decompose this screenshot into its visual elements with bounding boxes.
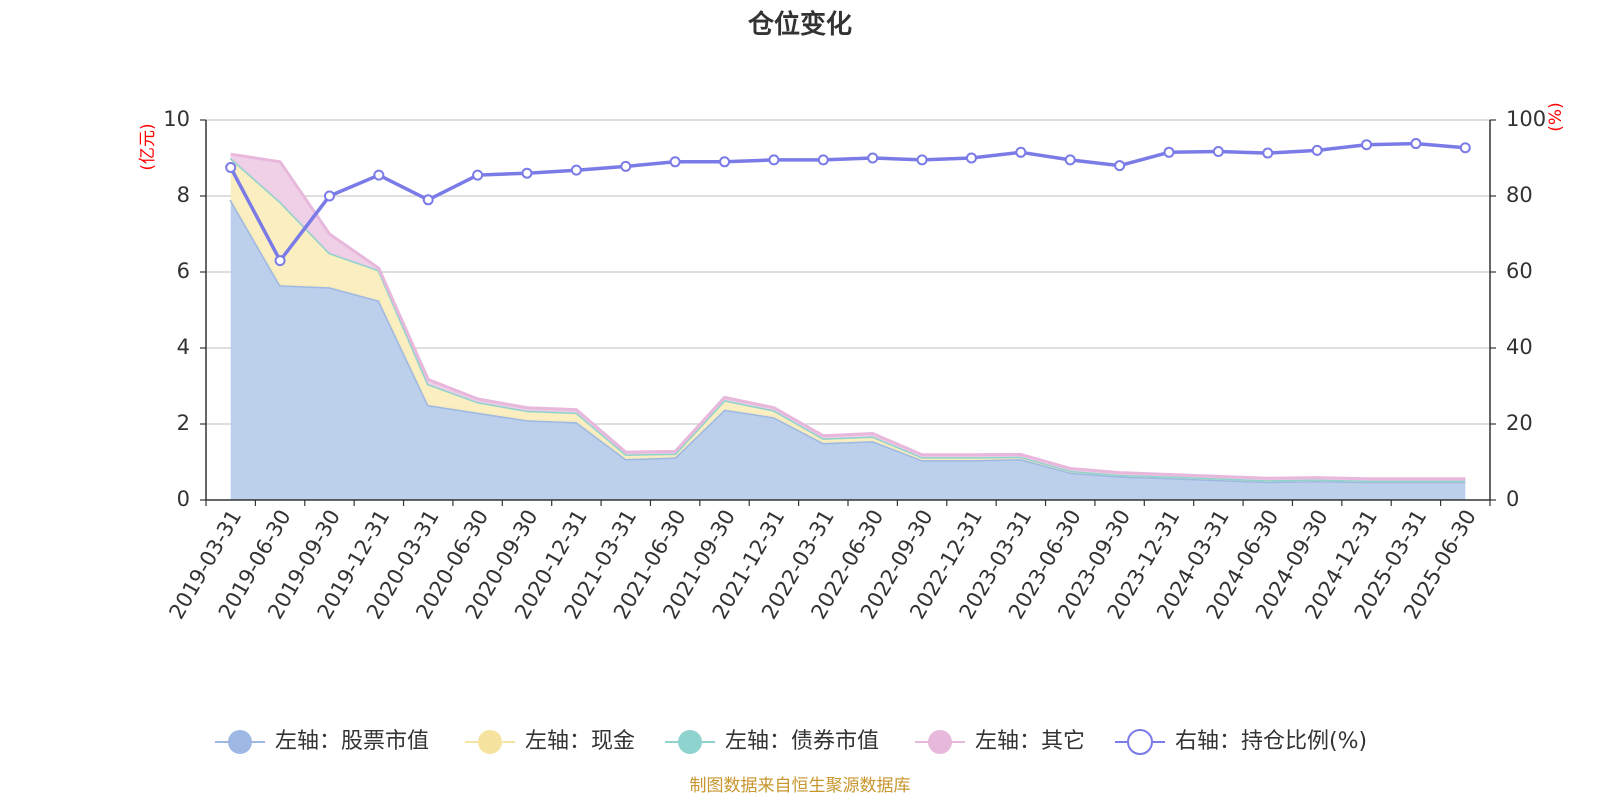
left-axis-unit: (亿元) <box>138 123 158 170</box>
ratio-point <box>719 156 731 168</box>
left-tick-label: 6 <box>177 259 190 283</box>
left-tick-label: 10 <box>163 107 190 131</box>
ratio-point <box>768 154 780 166</box>
right-tick-label: 100 <box>1506 107 1546 131</box>
right-tick-label: 0 <box>1506 487 1519 511</box>
left-tick-label: 8 <box>177 183 190 207</box>
legend-swatch-dot <box>228 730 252 754</box>
right-tick-label: 20 <box>1506 411 1533 435</box>
legend-label: 左轴：债券市值 <box>725 729 879 754</box>
right-tick-label: 80 <box>1506 183 1533 207</box>
ratio-point <box>521 167 533 179</box>
legend: 左轴：股票市值 左轴：现金 左轴：债券市值 左轴：其它 右轴：持仓比例(%) <box>215 729 1367 755</box>
holding-ratio-series <box>225 138 1471 267</box>
ratio-point <box>620 160 632 172</box>
left-tick-label: 2 <box>177 411 190 435</box>
legend-swatch-dot <box>1127 729 1153 755</box>
legend-label: 右轴：持仓比例(%) <box>1175 729 1367 754</box>
ratio-point <box>1114 160 1126 172</box>
ratio-point <box>867 152 879 164</box>
legend-swatch-dot <box>928 730 952 754</box>
ratio-point <box>1212 146 1224 158</box>
legend-swatch-dot <box>478 730 502 754</box>
legend-item[interactable]: 左轴：股票市值 <box>215 729 429 754</box>
right-tick-label: 40 <box>1506 335 1533 359</box>
legend-item[interactable]: 右轴：持仓比例(%) <box>1115 729 1367 755</box>
ratio-point <box>274 255 286 267</box>
ratio-point <box>472 169 484 181</box>
ratio-point <box>225 162 237 173</box>
right-tick-label: 60 <box>1506 259 1533 283</box>
ratio-point <box>1410 138 1422 150</box>
left-tick-label: 4 <box>177 335 190 359</box>
legend-label: 左轴：现金 <box>525 729 635 754</box>
ratio-point <box>323 190 335 202</box>
ratio-point <box>1163 146 1175 158</box>
area-fill <box>230 199 1466 501</box>
ratio-point <box>1064 154 1076 166</box>
legend-label: 左轴：其它 <box>975 729 1085 754</box>
ratio-point <box>965 152 977 164</box>
chart-title: 仓位变化 <box>747 9 852 40</box>
ratio-point <box>570 164 582 176</box>
ratio-point <box>422 194 434 206</box>
legend-swatch-dot <box>678 730 702 754</box>
ratio-point <box>1311 144 1323 156</box>
ratio-point <box>817 154 829 166</box>
legend-item[interactable]: 左轴：其它 <box>915 729 1085 754</box>
legend-item[interactable]: 左轴：债券市值 <box>665 729 879 754</box>
right-axis-unit: (%) <box>1546 102 1566 131</box>
area-line <box>230 152 1466 481</box>
stacked-areas <box>229 152 1466 501</box>
ratio-point <box>1262 147 1274 159</box>
ratio-point <box>1361 139 1373 151</box>
ratio-line-path <box>229 141 1466 263</box>
ratio-point <box>916 154 928 166</box>
ratio-point <box>1459 142 1471 154</box>
ratio-point <box>373 169 385 181</box>
ratio-point <box>1015 146 1027 158</box>
legend-item[interactable]: 左轴：现金 <box>465 729 635 754</box>
data-source-note: 制图数据来自恒生聚源数据库 <box>690 776 911 796</box>
left-tick-label: 0 <box>177 487 190 511</box>
ratio-point <box>669 156 681 168</box>
legend-label: 左轴：股票市值 <box>275 729 429 754</box>
